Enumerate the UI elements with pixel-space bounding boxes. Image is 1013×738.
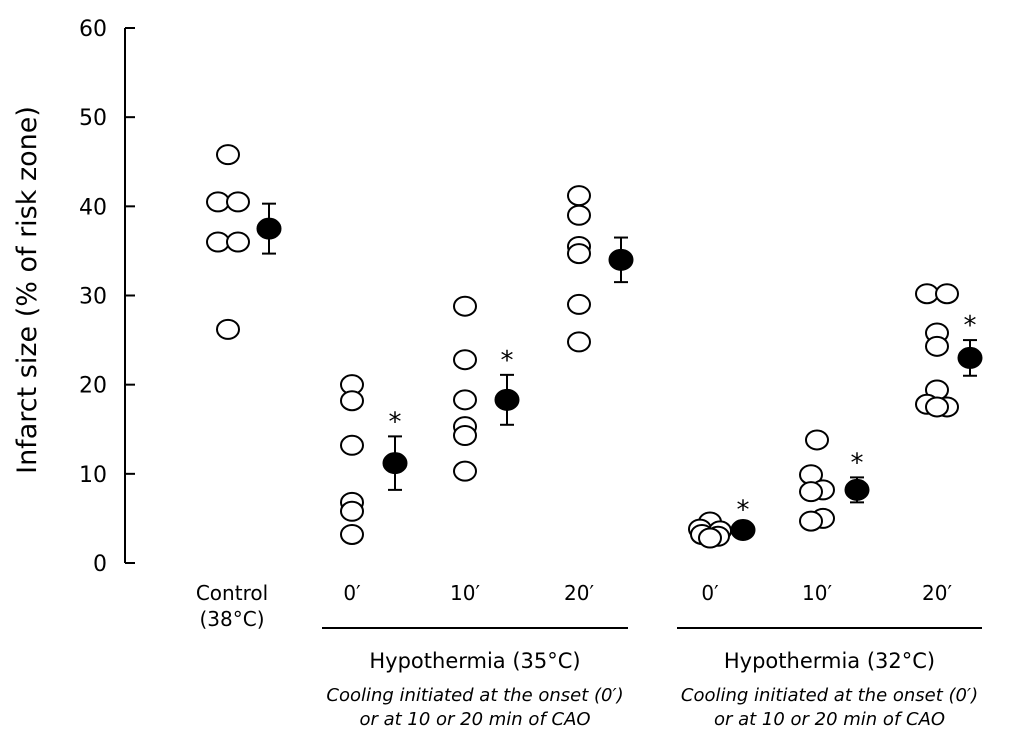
individual-point bbox=[567, 243, 591, 265]
individual-point bbox=[226, 231, 250, 253]
category-label: 20′ bbox=[922, 581, 952, 605]
y-tick-label: 40 bbox=[79, 195, 107, 220]
category-label: 10′ bbox=[450, 581, 480, 605]
significance-star: * bbox=[501, 346, 514, 376]
mean-point bbox=[256, 217, 282, 240]
individual-point bbox=[216, 144, 240, 166]
y-tick-label: 0 bbox=[93, 552, 107, 577]
individual-point bbox=[206, 231, 230, 253]
mean-point bbox=[382, 452, 408, 475]
individual-point bbox=[453, 389, 477, 411]
mean-point bbox=[494, 388, 520, 411]
category-label: 0′ bbox=[343, 581, 361, 605]
y-tick-label: 60 bbox=[79, 17, 107, 42]
group-note: or at 10 or 20 min of CAO bbox=[359, 709, 590, 730]
individual-point bbox=[453, 424, 477, 446]
individual-point bbox=[935, 283, 959, 305]
group-note: or at 10 or 20 min of CAO bbox=[714, 709, 945, 730]
significance-star: * bbox=[851, 448, 864, 478]
y-tick-label: 20 bbox=[79, 374, 107, 399]
individual-point bbox=[453, 460, 477, 482]
individual-point bbox=[925, 396, 949, 418]
y-tick-label: 30 bbox=[79, 285, 107, 310]
category-label: Control bbox=[196, 581, 268, 605]
individual-point bbox=[567, 293, 591, 315]
individual-point bbox=[805, 429, 829, 451]
group-note: Cooling initiated at the onset (0′) bbox=[326, 685, 623, 706]
significance-star: * bbox=[737, 496, 750, 526]
individual-point bbox=[340, 500, 364, 522]
individual-point bbox=[340, 523, 364, 545]
individual-point bbox=[799, 510, 823, 532]
significance-star: * bbox=[964, 311, 977, 341]
individual-point bbox=[567, 185, 591, 207]
individual-point bbox=[925, 335, 949, 357]
individual-point bbox=[226, 191, 250, 213]
category-label: 20′ bbox=[564, 581, 594, 605]
group-label: Hypothermia (35°C) bbox=[369, 649, 580, 673]
group-note: Cooling initiated at the onset (0′) bbox=[681, 685, 978, 706]
individual-point bbox=[799, 481, 823, 503]
y-tick-label: 10 bbox=[79, 463, 107, 488]
mean-point bbox=[730, 519, 756, 542]
category-label: 10′ bbox=[802, 581, 832, 605]
individual-point bbox=[216, 318, 240, 340]
y-tick-label: 50 bbox=[79, 106, 107, 131]
category-labels: Control(38°C) 0′ 10′ 20′ 0′ 10′ 20′ Hypothermia… bbox=[196, 581, 982, 730]
individual-point bbox=[206, 191, 230, 213]
axes: 0 10 20 30 40 50 60 bbox=[79, 17, 135, 577]
data-marks: * * * * * bbox=[206, 144, 983, 549]
individual-point bbox=[340, 434, 364, 456]
individual-point bbox=[567, 204, 591, 226]
category-label: (38°C) bbox=[199, 607, 264, 631]
mean-point bbox=[844, 478, 870, 501]
significance-star: * bbox=[389, 407, 402, 437]
category-label: 0′ bbox=[701, 581, 719, 605]
individual-point bbox=[567, 331, 591, 353]
mean-point bbox=[957, 346, 983, 369]
mean-point bbox=[608, 248, 634, 271]
individual-point bbox=[453, 349, 477, 371]
y-axis-title: Infarct size (% of risk zone) bbox=[12, 106, 43, 474]
individual-point bbox=[698, 527, 722, 549]
individual-point bbox=[915, 283, 939, 305]
individual-point bbox=[453, 295, 477, 317]
individual-point bbox=[340, 390, 364, 412]
group-label: Hypothermia (32°C) bbox=[724, 649, 935, 673]
